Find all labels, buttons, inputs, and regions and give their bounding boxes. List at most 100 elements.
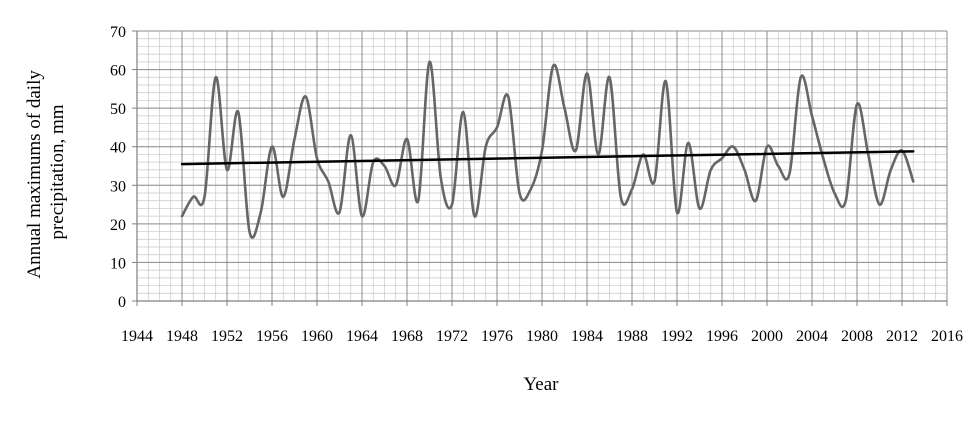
data-point (473, 215, 476, 218)
data-point (541, 149, 544, 152)
data-point (619, 196, 622, 199)
data-point (282, 196, 285, 199)
x-tick-label: 1952 (211, 328, 243, 345)
y-axis-title-line-2: precipitation, mm (47, 104, 68, 239)
data-point (428, 61, 431, 64)
x-tick-label: 1968 (391, 328, 423, 345)
data-point (271, 145, 274, 148)
x-tick-label: 1980 (526, 328, 558, 345)
data-point (608, 76, 611, 79)
data-point (316, 157, 319, 160)
data-point (226, 169, 229, 172)
data-point (361, 215, 364, 218)
data-point (833, 192, 836, 195)
x-tick-label: 1948 (166, 328, 198, 345)
x-axis-title: Year (523, 374, 559, 395)
data-point (214, 76, 217, 79)
y-tick-label: 20 (110, 217, 126, 234)
data-point (349, 134, 352, 137)
y-tick-label: 60 (110, 63, 126, 80)
data-point (586, 72, 589, 75)
data-point (237, 111, 240, 114)
x-tick-label: 1984 (571, 328, 603, 345)
x-tick-label: 1960 (301, 328, 333, 345)
data-point (248, 230, 251, 233)
data-point (439, 176, 442, 179)
data-point (327, 180, 330, 183)
data-point (676, 211, 679, 214)
data-point (698, 207, 701, 210)
data-point (867, 153, 870, 156)
x-tick-label: 1976 (481, 328, 513, 345)
x-tick-label: 2012 (886, 328, 918, 345)
data-point (394, 184, 397, 187)
data-point (811, 115, 814, 118)
data-point (732, 145, 735, 148)
x-tick-label: 1956 (256, 328, 288, 345)
data-point (889, 169, 892, 172)
x-tick-label: 1988 (616, 328, 648, 345)
x-tick-label: 1996 (706, 328, 738, 345)
data-point (687, 142, 690, 145)
data-point (417, 199, 420, 202)
data-point (563, 107, 566, 110)
data-point (203, 196, 206, 199)
data-point (552, 64, 555, 67)
data-point (878, 203, 881, 206)
data-point (822, 157, 825, 160)
data-point (451, 203, 454, 206)
y-tick-label: 50 (110, 101, 126, 118)
data-point (507, 95, 510, 98)
x-tick-label: 1972 (436, 328, 468, 345)
data-point (844, 199, 847, 202)
data-point (529, 188, 532, 191)
data-point (856, 103, 859, 106)
x-tick-label: 2004 (796, 328, 828, 345)
data-point (518, 192, 521, 195)
data-point (653, 180, 656, 183)
data-point (597, 153, 600, 156)
x-tick-label: 2000 (751, 328, 783, 345)
data-point (743, 169, 746, 172)
precipitation-series-line (180, 60, 915, 239)
y-tick-label: 70 (110, 24, 126, 41)
data-point (338, 211, 341, 214)
data-point (574, 149, 577, 152)
series (180, 60, 915, 239)
y-tick-label: 40 (110, 140, 126, 157)
data-point (484, 145, 487, 148)
x-tick-label: 2016 (931, 328, 963, 345)
data-point (462, 111, 465, 114)
x-tick-label: 2008 (841, 328, 873, 345)
data-point (383, 165, 386, 168)
data-point (181, 215, 184, 218)
data-point (406, 138, 409, 141)
data-point (192, 196, 195, 199)
data-point (754, 199, 757, 202)
x-tick-label: 1944 (121, 328, 153, 345)
data-point (721, 157, 724, 160)
data-point (664, 80, 667, 83)
axes (132, 30, 948, 306)
data-point (304, 95, 307, 98)
data-point (259, 211, 262, 214)
data-point (631, 188, 634, 191)
data-point (709, 169, 712, 172)
data-point (496, 126, 499, 129)
y-tick-label: 0 (118, 294, 126, 311)
x-tick-label: 1964 (346, 328, 378, 345)
data-point (912, 180, 915, 183)
data-point (766, 145, 769, 148)
y-axis-title: Annual maximums of daily precipitation, … (24, 65, 68, 278)
data-point (777, 165, 780, 168)
data-point (788, 172, 791, 175)
x-tick-label: 1992 (661, 328, 693, 345)
y-tick-label: 30 (110, 178, 126, 195)
data-point (293, 138, 296, 141)
y-tick-label: 10 (110, 255, 126, 272)
data-point (799, 76, 802, 79)
trend-line (180, 150, 915, 166)
